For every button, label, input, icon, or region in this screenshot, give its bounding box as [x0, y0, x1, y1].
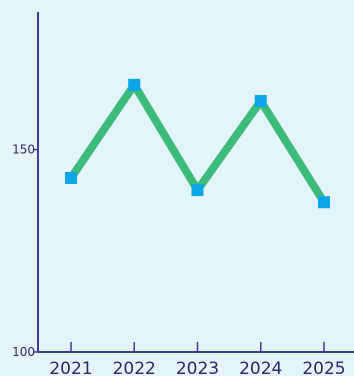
data-point-marker — [318, 196, 330, 209]
data-point-marker — [128, 78, 141, 91]
axes — [33, 12, 354, 353]
data-point-marker — [65, 171, 77, 184]
y-tick-label: 150 — [12, 143, 35, 157]
x-tick-label: 2021 — [49, 359, 92, 376]
marker-layer — [65, 78, 330, 209]
y-tick-label: 100 — [12, 345, 35, 359]
x-tick-label: 2022 — [113, 359, 156, 376]
x-tick-label: 2024 — [239, 359, 282, 376]
x-tick-label: 2025 — [302, 359, 345, 376]
data-point-marker — [254, 95, 267, 108]
x-tick-label: 2023 — [176, 359, 219, 376]
data-point-marker — [191, 184, 204, 197]
tick-labels: 100 150 2021 2022 2023 2024 2025 — [12, 143, 346, 376]
